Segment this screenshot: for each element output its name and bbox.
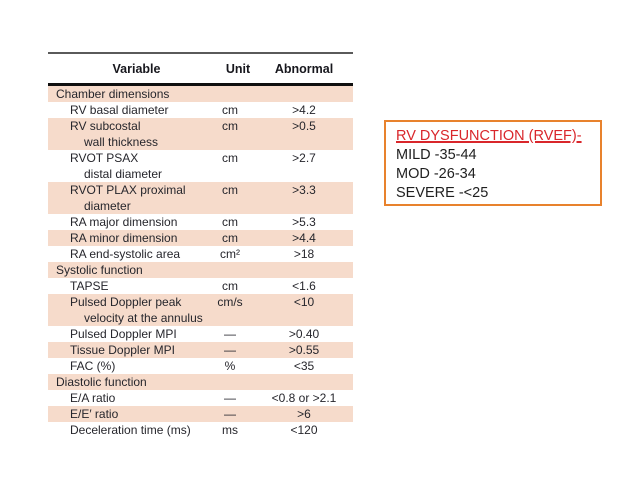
- cell-unit: —: [224, 407, 236, 421]
- cell-variable: E/E′ ratio: [70, 407, 119, 421]
- cell-variable: Pulsed Doppler MPI: [70, 327, 177, 341]
- cell-abnormal: >18: [293, 247, 315, 261]
- cell-unit: %: [224, 359, 236, 373]
- table-section-row: Chamber dimensions: [48, 86, 353, 102]
- cell-abnormal: >6: [297, 407, 311, 421]
- cell-unit: —: [224, 391, 236, 405]
- cell-unit: —: [224, 343, 236, 357]
- cell-unit: cm: [222, 183, 238, 197]
- cell-abnormal: <1.6: [292, 279, 316, 293]
- cell-variable: RV subcostal wall thickness: [70, 119, 159, 149]
- cell-variable: RA end-systolic area: [70, 247, 181, 261]
- cell-unit: cm: [222, 119, 238, 133]
- table-row: Tissue Doppler MPI — >0.55: [48, 342, 353, 358]
- cell-abnormal: >0.5: [292, 119, 316, 133]
- table-row: TAPSE cm <1.6: [48, 278, 353, 294]
- cell-variable: Diastolic function: [56, 375, 147, 389]
- cell-variable: RA minor dimension: [70, 231, 178, 245]
- cell-unit: cm: [222, 215, 238, 229]
- table-row: Pulsed Doppler MPI — >0.40: [48, 326, 353, 342]
- rvef-annotation-box: RV DYSFUNCTION (RVEF)- MILD -35-44 MOD -2…: [384, 120, 602, 206]
- cell-variable: Deceleration time (ms): [70, 423, 191, 437]
- note-lines: MILD -35-44 MOD -26-34 SEVERE -<25: [396, 146, 594, 203]
- table-row: Pulsed Doppler peak velocity at the annul…: [48, 294, 353, 326]
- cell-variable: Systolic function: [56, 263, 143, 277]
- cell-unit: —: [224, 327, 236, 341]
- cell-unit: cm: [222, 151, 238, 165]
- note-line: SEVERE -<25: [396, 185, 489, 201]
- table-body: Chamber dimensions RV basal diameter cm >4.…: [48, 86, 353, 438]
- cell-abnormal: >0.55: [288, 343, 320, 357]
- cell-unit: cm: [222, 231, 238, 245]
- cell-unit: cm: [222, 279, 238, 293]
- note-title: RV DYSFUNCTION (RVEF)-: [396, 128, 582, 144]
- cell-variable: Pulsed Doppler peak velocity at the annul…: [70, 295, 203, 325]
- cell-abnormal: <120: [290, 423, 318, 437]
- cell-abnormal: >4.2: [292, 103, 316, 117]
- table-row: RV basal diameter cm >4.2: [48, 102, 353, 118]
- cell-variable: TAPSE: [70, 279, 109, 293]
- cell-unit: cm: [222, 103, 238, 117]
- table-header-row: Variable Unit Abnormal: [48, 54, 353, 86]
- cell-unit: cm²: [220, 247, 240, 261]
- cell-unit: cm/s: [217, 295, 243, 309]
- column-header-unit: Unit: [225, 61, 251, 76]
- cell-variable: RA major dimension: [70, 215, 178, 229]
- cell-variable: RVOT PLAX proximal diameter: [70, 183, 186, 213]
- note-line: MILD -35-44: [396, 147, 477, 163]
- cell-abnormal: <35: [293, 359, 315, 373]
- table-row: E/E′ ratio — >6: [48, 406, 353, 422]
- table-row: RA major dimension cm >5.3: [48, 214, 353, 230]
- table-row: RVOT PSAX distal diameter cm >2.7: [48, 150, 353, 182]
- cell-abnormal: >3.3: [292, 183, 316, 197]
- cell-variable: Tissue Doppler MPI: [70, 343, 175, 357]
- table-row: FAC (%)% <35: [48, 358, 353, 374]
- column-header-abnormal: Abnormal: [274, 61, 334, 76]
- table-section-row: Diastolic function: [48, 374, 353, 390]
- table-row: RA end-systolic area cm² >18: [48, 246, 353, 262]
- column-header-variable: Variable: [112, 61, 161, 76]
- table-row: E/A ratio — <0.8 or >2.1: [48, 390, 353, 406]
- note-line: MOD -26-34: [396, 166, 476, 182]
- cell-abnormal: <10: [293, 295, 315, 309]
- table-row: RVOT PLAX proximal diameter cm >3.3: [48, 182, 353, 214]
- table-row: RV subcostal wall thickness cm >0.5: [48, 118, 353, 150]
- cell-abnormal: >5.3: [292, 215, 316, 229]
- table-row: RA minor dimension cm >4.4: [48, 230, 353, 246]
- cell-abnormal: >4.4: [292, 231, 316, 245]
- cell-variable: RV basal diameter: [70, 103, 169, 117]
- table-section-row: Systolic function: [48, 262, 353, 278]
- cell-variable: Chamber dimensions: [56, 87, 170, 101]
- cell-abnormal: >0.40: [288, 327, 320, 341]
- cell-variable: FAC (%): [70, 359, 116, 373]
- cell-unit: ms: [222, 423, 238, 437]
- cell-variable: RVOT PSAX distal diameter: [70, 151, 163, 181]
- cell-abnormal: >2.7: [292, 151, 316, 165]
- cell-variable: E/A ratio: [70, 391, 116, 405]
- cell-abnormal: <0.8 or >2.1: [271, 391, 337, 405]
- table-row: Deceleration time (ms) ms <120: [48, 422, 353, 438]
- rv-reference-table: Variable Unit Abnormal Chamber dimension…: [48, 52, 353, 438]
